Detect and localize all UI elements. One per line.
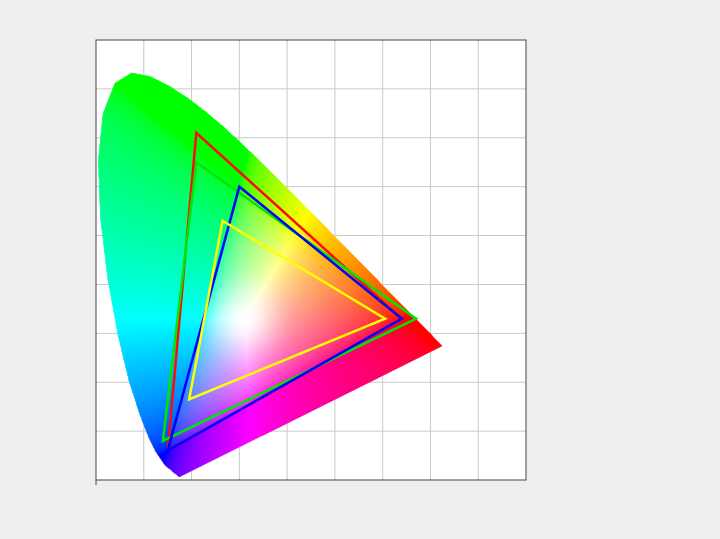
chromaticity-chart <box>0 0 720 539</box>
chart-container <box>0 0 720 539</box>
